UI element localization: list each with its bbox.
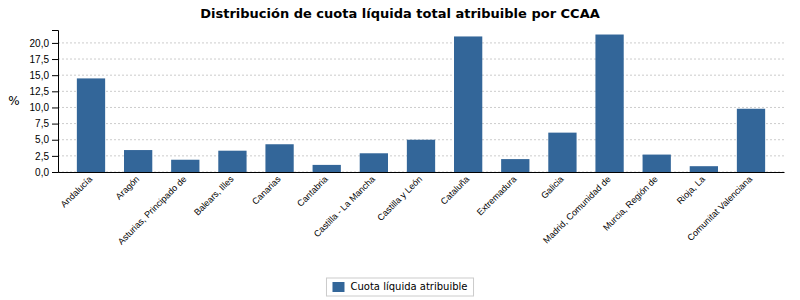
y-tick-label: 20,0 xyxy=(30,38,50,49)
y-tick-mark xyxy=(52,59,58,60)
x-tick: Murcia, Región de xyxy=(601,172,660,233)
bar xyxy=(548,133,576,172)
bar xyxy=(737,109,765,172)
y-tick-mark xyxy=(52,124,58,125)
y-tick: 20,0 xyxy=(30,38,58,49)
x-axis: Andalucía AragónAsturias, Principado deBa… xyxy=(59,172,785,247)
grid xyxy=(58,43,784,172)
x-tick: Comunitat Valenciana xyxy=(685,172,754,243)
x-tick: Aragón xyxy=(114,172,142,202)
x-tick-label: Canarias xyxy=(250,174,283,207)
x-tick-label: Castilla - La Mancha xyxy=(312,174,377,239)
y-axis: 0,0 2,5 5,0 7,5 10,0 12,5 15,0 17,5 20,0 xyxy=(30,31,59,178)
y-tick-label: 17,5 xyxy=(30,54,50,65)
legend-label: Cuota líquida atribuible xyxy=(350,281,467,292)
x-tick: Galicia xyxy=(539,172,566,201)
x-tick: Canarias xyxy=(250,172,283,207)
y-tick-mark xyxy=(52,43,58,44)
y-tick-mark xyxy=(52,172,58,173)
bar xyxy=(313,165,341,172)
y-tick: 5,0 xyxy=(35,134,58,145)
x-tick: Andalucía xyxy=(59,172,94,209)
y-tick: 0,0 xyxy=(35,167,58,178)
x-tick: Asturias, Principado de xyxy=(116,172,189,247)
grid-line xyxy=(58,59,784,60)
x-tick-label: Cataluña xyxy=(439,174,472,207)
bar xyxy=(501,159,529,172)
y-tick-mark xyxy=(52,107,58,108)
x-tick: Cataluña xyxy=(439,172,472,207)
y-tick-mark xyxy=(52,140,58,141)
legend: Cuota líquida atribuible xyxy=(326,278,473,296)
title: Distribución de cuota líquida total atri… xyxy=(200,6,600,21)
y-tick: 2,5 xyxy=(35,151,58,162)
x-tick-label: Rioja, La xyxy=(675,174,707,206)
y-tick-mark xyxy=(52,156,58,157)
x-tick: Balears, Illes xyxy=(192,172,236,218)
y-tick-label: 10,0 xyxy=(30,102,50,113)
grid-line xyxy=(58,123,784,124)
x-tick-label: Madrid, Comunidad de xyxy=(541,174,612,245)
y-tick-mark xyxy=(52,91,58,92)
bar xyxy=(265,144,293,172)
y-tick-mark xyxy=(52,75,58,76)
y-tick-label: 5,0 xyxy=(35,134,49,145)
x-tick: Extremadura xyxy=(475,172,519,218)
x-axis-line xyxy=(59,172,785,173)
x-tick-label: Cantabria xyxy=(295,174,330,209)
bar xyxy=(407,140,435,172)
y-tick-label: 7,5 xyxy=(35,118,49,129)
y-tick: 7,5 xyxy=(35,118,58,129)
y-tick-label: 12,5 xyxy=(30,86,50,97)
x-tick-label: Comunitat Valenciana xyxy=(685,174,754,243)
legend-swatch xyxy=(332,282,344,292)
x-tick-label: Balears, Illes xyxy=(192,174,236,218)
x-tick: Rioja, La xyxy=(675,172,707,206)
grid-line xyxy=(58,91,784,92)
x-tick-label: Murcia, Región de xyxy=(601,174,660,233)
y-tick: 12,5 xyxy=(30,86,58,97)
y-tick-label: 2,5 xyxy=(35,151,49,162)
bar xyxy=(690,166,718,172)
y-tick-label: 0,0 xyxy=(35,167,49,178)
bar xyxy=(77,78,105,172)
x-tick-label: Castilla y León xyxy=(375,174,424,223)
grid-line xyxy=(58,75,784,76)
grid-line xyxy=(58,107,784,108)
bar xyxy=(643,155,671,172)
x-tick-label: Aragón xyxy=(114,174,142,202)
plot: 0,0 2,5 5,0 7,5 10,0 12,5 15,0 17,5 20,0 Andalucí… xyxy=(30,31,785,247)
y-tick-label: 15,0 xyxy=(30,70,50,81)
y-tick: 15,0 xyxy=(30,70,58,81)
grid-line xyxy=(58,42,784,43)
x-tick: Castilla - La Mancha xyxy=(312,172,377,239)
x-tick: Cantabria xyxy=(295,172,330,209)
y-tick: 10,0 xyxy=(30,102,58,113)
bar xyxy=(360,153,388,172)
y-axis-line xyxy=(52,31,59,173)
bar xyxy=(454,36,482,172)
legend-frame xyxy=(326,278,473,296)
bar xyxy=(171,160,199,172)
x-tick-label: Andalucía xyxy=(59,174,94,209)
y-tick: 17,5 xyxy=(30,54,58,65)
y-label: % xyxy=(8,94,19,108)
chart: Distribución de cuota líquida total atri… xyxy=(0,0,800,300)
bars xyxy=(77,35,765,172)
x-tick: Castilla y León xyxy=(375,172,424,223)
bar xyxy=(124,150,152,172)
bar xyxy=(595,35,623,172)
x-tick-label: Asturias, Principado de xyxy=(116,174,189,247)
bar xyxy=(218,151,246,172)
x-tick: Madrid, Comunidad de xyxy=(541,172,612,245)
x-tick-label: Extremadura xyxy=(475,174,519,218)
x-tick-label: Galicia xyxy=(539,174,566,201)
